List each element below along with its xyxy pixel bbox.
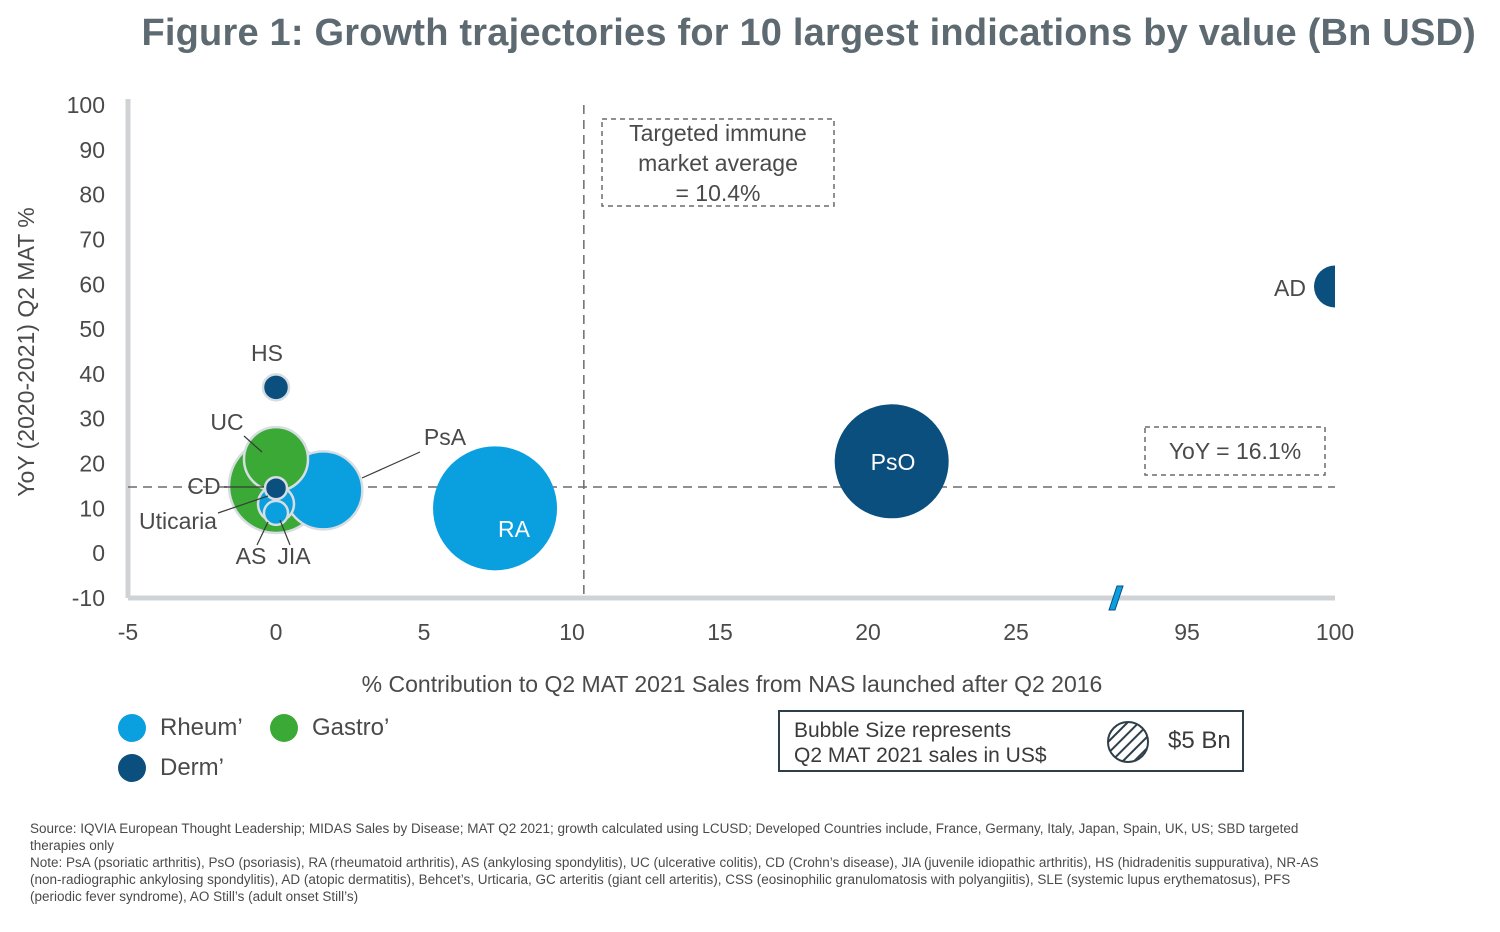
x-tick-label: 10 bbox=[559, 619, 585, 645]
label-ra: RA bbox=[498, 516, 531, 542]
bubble-ra bbox=[433, 446, 558, 571]
bubble-hs bbox=[261, 373, 291, 402]
market-average-box bbox=[601, 118, 835, 207]
y-tick-label: 20 bbox=[79, 451, 105, 477]
legend-label-derm: Derm’ bbox=[160, 754, 224, 781]
legend-label-rheum: Rheum’ bbox=[160, 714, 243, 741]
size-legend-line-2: Q2 MAT 2021 sales in US$ bbox=[794, 744, 1047, 767]
bubble-size-legend: Bubble Size represents Q2 MAT 2021 sales… bbox=[778, 710, 1244, 772]
legend-label-gastro: Gastro’ bbox=[312, 714, 390, 741]
y-tick-label: 80 bbox=[79, 182, 105, 208]
size-legend-value: $5 Bn bbox=[1168, 727, 1231, 754]
y-tick-label: 70 bbox=[79, 226, 105, 252]
legend-item-derm: Derm’ bbox=[118, 754, 224, 782]
chart-title: Figure 1: Growth trajectories for 10 lar… bbox=[141, 12, 1476, 54]
label-jia: JIA bbox=[277, 543, 311, 569]
y-tick-label: 10 bbox=[79, 495, 105, 521]
label-ad: AD bbox=[1274, 275, 1306, 301]
bubble-uticaria bbox=[263, 475, 289, 501]
abbreviation-note: Note: PsA (psoriatic arthritis), PsO (ps… bbox=[30, 855, 1319, 904]
x-tick-label: 25 bbox=[1003, 619, 1029, 645]
market-average-label: Targeted immune bbox=[629, 120, 807, 146]
label-cd: CD bbox=[187, 473, 220, 499]
label-psa: PsA bbox=[424, 424, 467, 450]
bubble-labels: RA PsO PsA HS UC CD Uticaria AS JIA AD bbox=[139, 275, 1306, 569]
reference-lines: Targeted immune market average = 10.4% YoY … bbox=[128, 105, 1335, 598]
size-legend-swatch bbox=[1107, 721, 1149, 763]
legend-item-gastro: Gastro’ bbox=[270, 714, 389, 742]
y-tick-label: 50 bbox=[79, 316, 105, 342]
leader-psa bbox=[361, 451, 421, 479]
x-tick-label: 100 bbox=[1316, 619, 1354, 645]
source-note: Source: IQVIA European Thought Leadershi… bbox=[30, 821, 1299, 853]
x-tick-label: -5 bbox=[118, 619, 138, 645]
label-uc: UC bbox=[210, 409, 243, 435]
y-tick-label: 40 bbox=[79, 361, 105, 387]
x-tick-label: 95 bbox=[1174, 619, 1200, 645]
y-tick-label: -10 bbox=[72, 585, 105, 611]
y-tick-label: 60 bbox=[79, 271, 105, 297]
market-average-label: = 10.4% bbox=[675, 180, 760, 206]
yoy-average-label: YoY = 16.1% bbox=[1169, 438, 1301, 464]
legend-swatch-rheum bbox=[118, 714, 146, 742]
leader-uc bbox=[243, 435, 263, 453]
bubbles bbox=[227, 265, 1335, 571]
legend-swatch-gastro bbox=[270, 714, 298, 742]
y-tick-label: 0 bbox=[92, 540, 105, 566]
legend-swatch-derm bbox=[118, 754, 146, 782]
leader-uticaria bbox=[217, 495, 269, 514]
axis-break-marker bbox=[1108, 585, 1124, 611]
x-tick-label: 5 bbox=[418, 619, 431, 645]
yoy-average-box bbox=[1144, 426, 1326, 476]
x-tick-label: 15 bbox=[707, 619, 733, 645]
footnotes: Source: IQVIA European Thought Leadershi… bbox=[30, 820, 1320, 905]
leader-as bbox=[256, 521, 269, 546]
x-tick-label: 0 bbox=[270, 619, 283, 645]
label-hs: HS bbox=[251, 340, 283, 366]
bubble-jia bbox=[262, 499, 290, 527]
bubble-ad bbox=[1314, 265, 1335, 308]
x-tick-label: 20 bbox=[855, 619, 881, 645]
label-uticaria: Uticaria bbox=[139, 508, 217, 534]
leader-jia bbox=[279, 519, 291, 546]
market-average-label: market average bbox=[638, 150, 798, 176]
y-tick-label: 90 bbox=[79, 137, 105, 163]
bubble-pso bbox=[834, 404, 949, 519]
label-as: AS bbox=[236, 543, 267, 569]
label-pso: PsO bbox=[871, 449, 916, 475]
size-legend-line-1: Bubble Size represents bbox=[794, 719, 1012, 742]
legend-item-rheum: Rheum’ bbox=[118, 714, 243, 742]
y-tick-label: 100 bbox=[67, 92, 105, 118]
series-legend: Rheum’ Gastro’ Derm’ bbox=[118, 710, 438, 790]
x-axis-label: % Contribution to Q2 MAT 2021 Sales from… bbox=[362, 671, 1103, 697]
y-tick-label: 30 bbox=[79, 406, 105, 432]
y-axis-label: YoY (2020-2021) Q2 MAT % bbox=[13, 207, 39, 496]
